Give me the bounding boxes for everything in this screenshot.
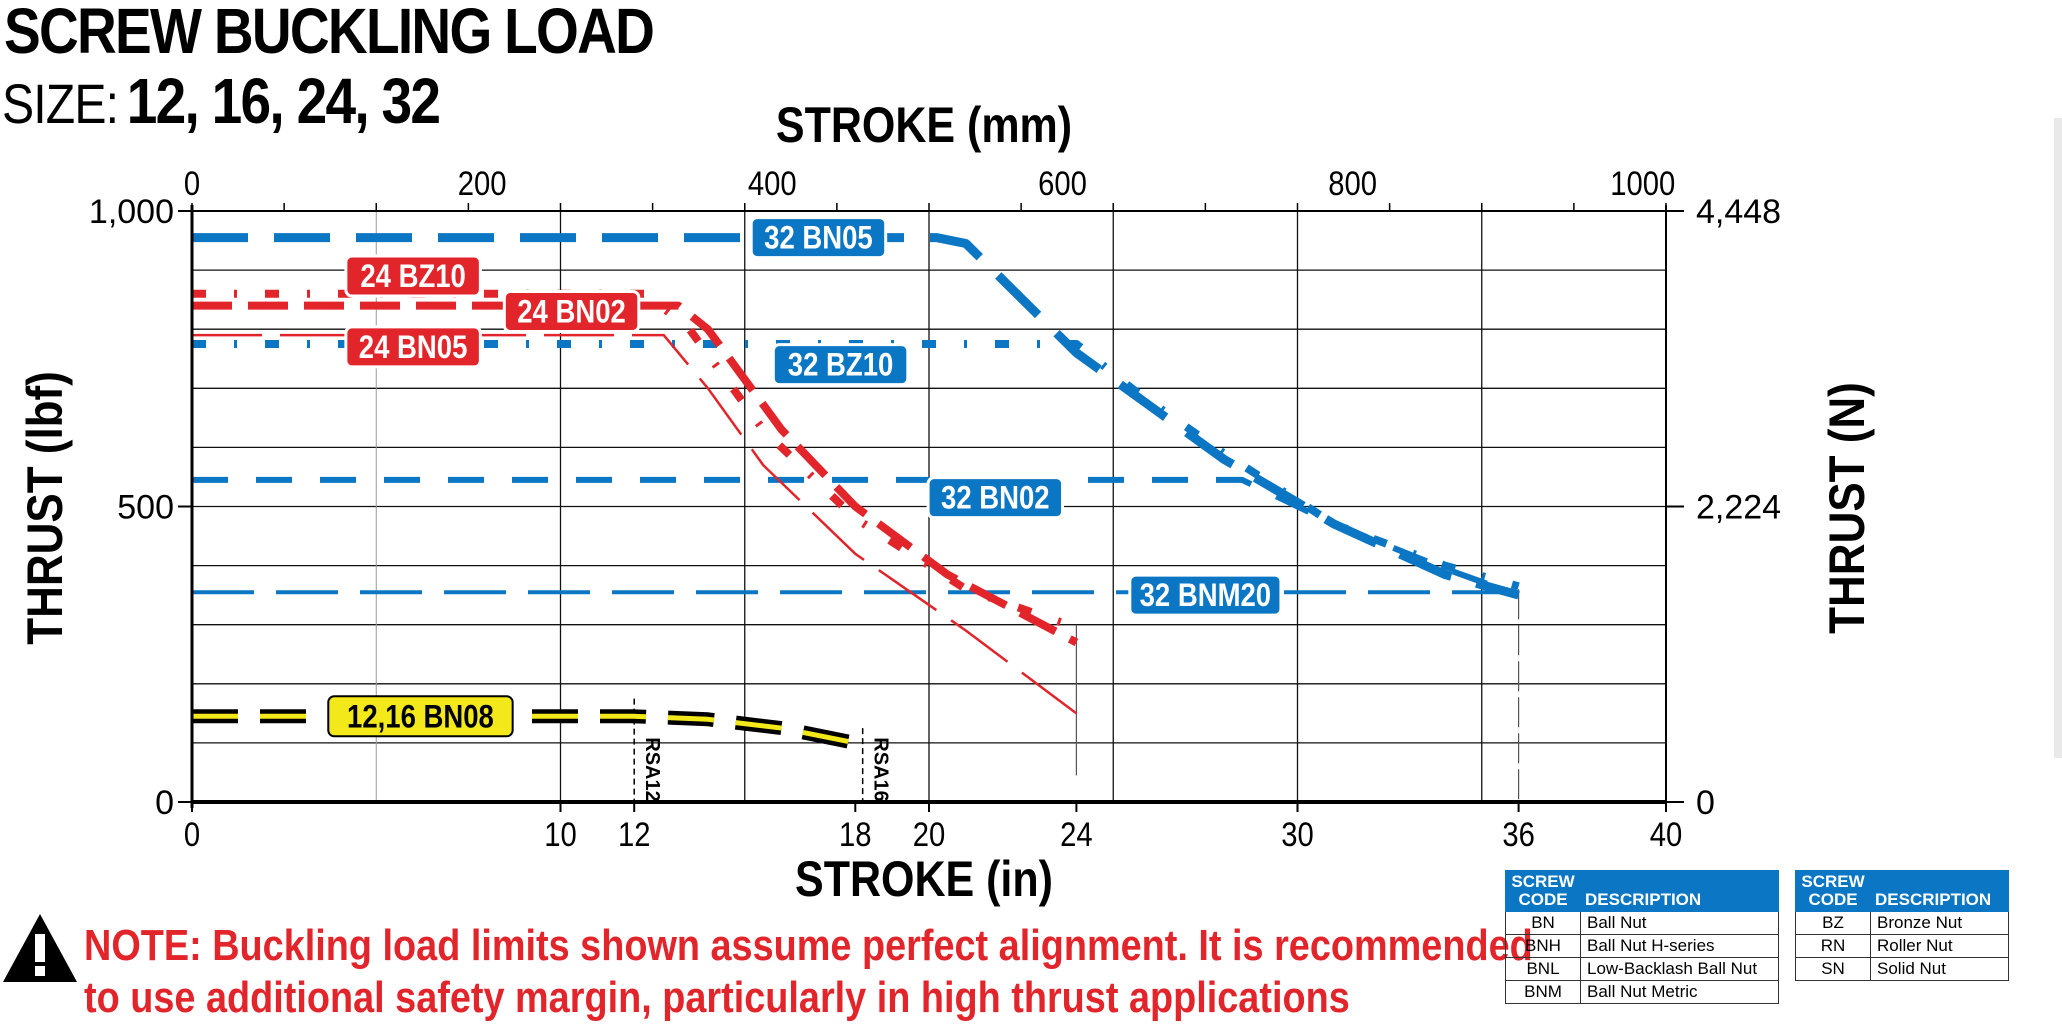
- legend-code: BNM: [1505, 980, 1581, 1004]
- series-label-12-16-bn08: 12,16 BN08: [347, 699, 494, 734]
- legend-code: BNH: [1505, 934, 1581, 958]
- series-label-24-bz10: 24 BZ10: [360, 259, 465, 294]
- series-label-box-32-bz10: [771, 343, 910, 387]
- series-label-box-12-16-bn08: [327, 695, 514, 738]
- scrollbar-edge[interactable]: [2054, 118, 2062, 758]
- series-label-box-32-bnm20: [1128, 573, 1283, 617]
- legend-row: BZ Bronze Nut: [1795, 911, 2009, 935]
- series-label-box-32-bn02: [926, 476, 1065, 520]
- series-label-32-bn05: 32 BN05: [764, 221, 873, 256]
- size-label: SIZE:: [2, 72, 119, 135]
- x-tick-label-bottom: 18: [839, 815, 872, 854]
- series-line-32-bn02: [192, 476, 1520, 598]
- legend-right-header-code: SCREW CODE: [1795, 870, 1871, 912]
- y-tick-label-left: 500: [117, 489, 174, 527]
- page-title: SCREW BUCKLING LOAD: [4, 0, 655, 67]
- x-axis-title-bottom: STROKE (in): [795, 851, 1053, 907]
- legend-row: RN Roller Nut: [1795, 934, 2009, 958]
- label-layer: 0 10 12 18 20 24 30 36 400 200 400 600 800 100005001,…: [16, 97, 1874, 907]
- x-tick-label-bottom: 10: [544, 815, 577, 854]
- safety-note-line1: NOTE: Buckling load limits shown assume …: [84, 921, 1533, 970]
- x-tick-label-top: 600: [1038, 164, 1087, 203]
- series-label-32-bz10: 32 BZ10: [788, 348, 893, 383]
- x-tick-label-bottom: 24: [1060, 815, 1093, 854]
- legend-desc: Bronze Nut: [1870, 911, 2009, 935]
- x-tick-label-top: 400: [748, 164, 797, 203]
- legend-desc: Solid Nut: [1870, 957, 2009, 981]
- x-axis-title-top: STROKE (mm): [776, 97, 1072, 153]
- legend-row: BNL Low-Backlash Ball Nut: [1505, 957, 1779, 981]
- legend-right-header-desc: DESCRIPTION: [1870, 870, 2009, 912]
- annotation-rsa16: RSA16: [870, 737, 892, 801]
- series-label-24-bn02: 24 BN02: [517, 295, 626, 330]
- x-tick-label-top: 800: [1328, 164, 1377, 203]
- screw-code-legend-left: SCREW CODE DESCRIPTION BN Ball Nut BNH Bal…: [1505, 870, 1779, 1004]
- x-tick-label-top: 1000: [1610, 164, 1675, 203]
- y-tick-label-right: 2,224: [1696, 489, 1781, 527]
- annotation-rsa12: RSA12: [641, 737, 663, 801]
- series-label-box-32-bn05: [749, 216, 888, 260]
- series-line-32-bz10: [192, 340, 1520, 591]
- legend-row: BN Ball Nut: [1505, 911, 1779, 935]
- legend-desc: Roller Nut: [1870, 934, 2009, 958]
- series-label-24-bn05: 24 BN05: [359, 330, 468, 365]
- legend-left-header-desc: DESCRIPTION: [1580, 870, 1779, 912]
- screw-code-legend-right: SCREW CODE DESCRIPTION BZ Bronze Nut RN Ro…: [1795, 870, 2009, 981]
- legend-row: BNH Ball Nut H-series: [1505, 934, 1779, 958]
- legend-code: BN: [1505, 911, 1581, 935]
- series-label-box-24-bn02: [502, 289, 641, 333]
- y-tick-label-left: 1,000: [89, 193, 174, 231]
- x-tick-label-top: 200: [458, 164, 507, 203]
- series-line-24-bn05: [192, 333, 1078, 715]
- safety-note: NOTE: Buckling load limits shown assume …: [84, 920, 1533, 1024]
- size-values: 12, 16, 24, 32: [126, 65, 441, 137]
- legend-desc: Ball Nut Metric: [1580, 980, 1779, 1004]
- x-tick-label-top: 0: [184, 164, 200, 203]
- y-axis-title-right: THRUST (N): [1818, 382, 1874, 634]
- legend-desc: Ball Nut: [1580, 911, 1779, 935]
- legend-desc: Low-Backlash Ball Nut: [1580, 957, 1779, 981]
- y-tick-label-right: 0: [1696, 784, 1715, 822]
- legend-left-header-code: SCREW CODE: [1505, 870, 1581, 912]
- legend-row: SN Solid Nut: [1795, 957, 2009, 981]
- x-tick-label-bottom: 12: [618, 815, 651, 854]
- x-tick-label-bottom: 36: [1502, 815, 1535, 854]
- series-line-32-bn05: [192, 233, 1520, 600]
- series-line-12-16-bn08: [192, 709, 857, 750]
- legend-code: BNL: [1505, 957, 1581, 981]
- legend-code: RN: [1795, 934, 1871, 958]
- x-tick-label-bottom: 40: [1650, 815, 1683, 854]
- x-tick-label-bottom: 30: [1281, 815, 1314, 854]
- series-label-32-bn02: 32 BN02: [941, 481, 1050, 516]
- series-label-32-bnm20: 32 BNM20: [1140, 578, 1271, 613]
- warning-icon: [3, 914, 77, 982]
- legend-code: SN: [1795, 957, 1871, 981]
- legend-row: BNM Ball Nut Metric: [1505, 980, 1779, 1004]
- y-tick-label-left: 0: [155, 784, 174, 822]
- series-line-24-bn02: [192, 301, 1079, 646]
- axes-layer: [178, 203, 1684, 812]
- x-tick-label-bottom: 20: [913, 815, 946, 854]
- safety-note-line2: to use additional safety margin, particu…: [84, 973, 1350, 1022]
- y-axis-title-left: THRUST (lbf): [16, 371, 72, 645]
- legend-code: BZ: [1795, 911, 1871, 935]
- legend-desc: Ball Nut H-series: [1580, 934, 1779, 958]
- y-tick-label-right: 4,448: [1696, 193, 1781, 231]
- series-label-box-24-bn05: [344, 325, 482, 369]
- series-label-box-24-bz10: [344, 254, 482, 298]
- x-tick-label-bottom: 0: [184, 815, 200, 854]
- size-row: SIZE: 12, 16, 24, 32: [2, 64, 441, 138]
